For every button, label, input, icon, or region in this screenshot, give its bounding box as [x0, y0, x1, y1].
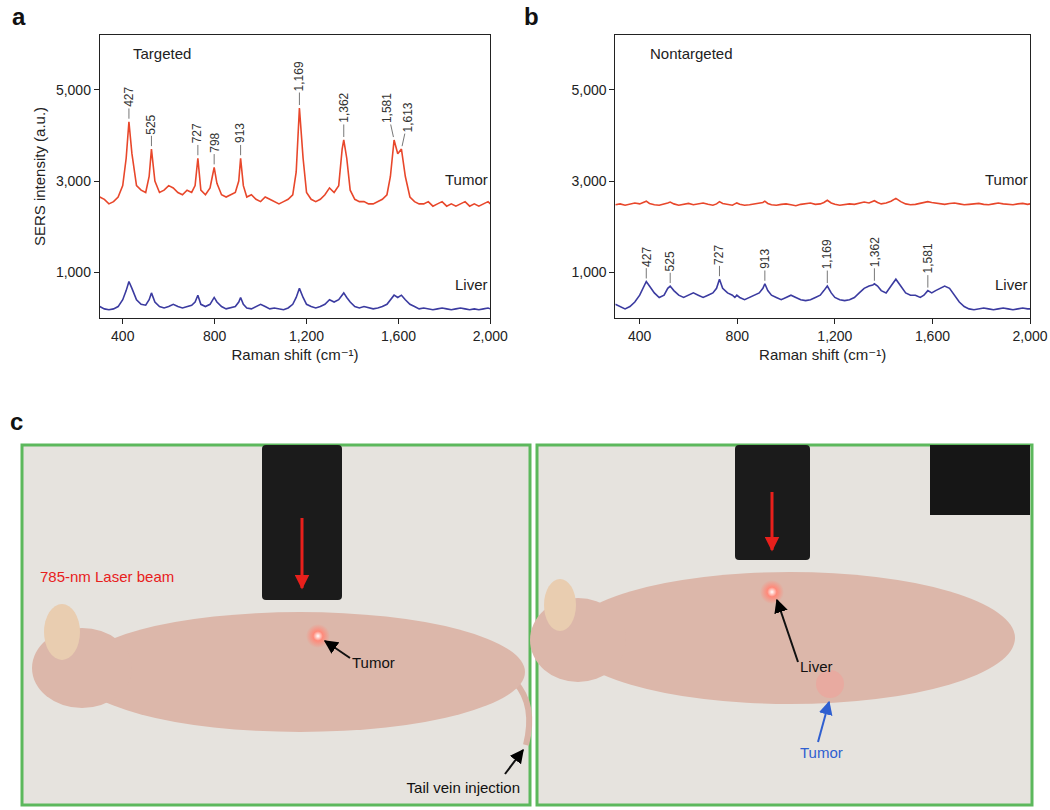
- svg-text:798: 798: [208, 132, 222, 152]
- svg-text:2,000: 2,000: [1013, 328, 1048, 344]
- svg-text:1,169: 1,169: [820, 239, 834, 269]
- svg-text:1,362: 1,362: [868, 237, 882, 267]
- svg-text:800: 800: [726, 328, 750, 344]
- svg-text:Tumor: Tumor: [985, 171, 1028, 188]
- svg-text:Tumor: Tumor: [352, 654, 395, 671]
- svg-text:b: b: [524, 3, 539, 30]
- svg-text:400: 400: [111, 328, 135, 344]
- svg-text:727: 727: [712, 245, 726, 265]
- svg-text:427: 427: [640, 247, 654, 267]
- svg-text:913: 913: [233, 123, 247, 143]
- svg-text:Tail vein injection: Tail vein injection: [407, 779, 520, 796]
- svg-text:1,200: 1,200: [289, 328, 324, 344]
- svg-text:1,200: 1,200: [817, 328, 852, 344]
- svg-text:Liver: Liver: [455, 276, 488, 293]
- svg-text:525: 525: [663, 251, 677, 271]
- svg-text:785-nm Laser beam: 785-nm Laser beam: [40, 568, 174, 585]
- svg-text:1,000: 1,000: [56, 264, 91, 280]
- svg-text:3,000: 3,000: [56, 173, 91, 189]
- svg-text:1,600: 1,600: [915, 328, 950, 344]
- svg-text:5,000: 5,000: [56, 82, 91, 98]
- svg-text:1,600: 1,600: [381, 328, 416, 344]
- svg-text:2,000: 2,000: [473, 328, 508, 344]
- svg-text:Liver: Liver: [995, 276, 1028, 293]
- svg-text:427: 427: [122, 87, 136, 107]
- svg-text:a: a: [12, 3, 26, 30]
- svg-text:Tumor: Tumor: [445, 171, 488, 188]
- svg-text:SERS intensity (a.u.): SERS intensity (a.u.): [31, 107, 48, 246]
- svg-text:Targeted: Targeted: [133, 45, 191, 62]
- svg-text:1,169: 1,169: [292, 61, 306, 91]
- svg-text:800: 800: [203, 328, 227, 344]
- svg-text:Liver: Liver: [800, 658, 833, 675]
- svg-text:727: 727: [190, 123, 204, 143]
- svg-text:1,000: 1,000: [571, 264, 606, 280]
- svg-text:1,581: 1,581: [380, 93, 394, 123]
- svg-text:Raman shift (cm⁻¹): Raman shift (cm⁻¹): [231, 346, 358, 363]
- svg-text:5,000: 5,000: [571, 82, 606, 98]
- svg-text:1,581: 1,581: [921, 243, 935, 273]
- svg-text:525: 525: [144, 114, 158, 134]
- svg-text:1,613: 1,613: [401, 102, 415, 132]
- svg-text:Raman shift (cm⁻¹): Raman shift (cm⁻¹): [759, 346, 886, 363]
- svg-text:Nontargeted: Nontargeted: [650, 45, 733, 62]
- svg-text:3,000: 3,000: [571, 173, 606, 189]
- svg-text:1,362: 1,362: [337, 92, 351, 122]
- svg-text:c: c: [10, 408, 23, 435]
- svg-text:913: 913: [758, 248, 772, 268]
- svg-text:400: 400: [628, 328, 652, 344]
- svg-text:Tumor: Tumor: [800, 744, 843, 761]
